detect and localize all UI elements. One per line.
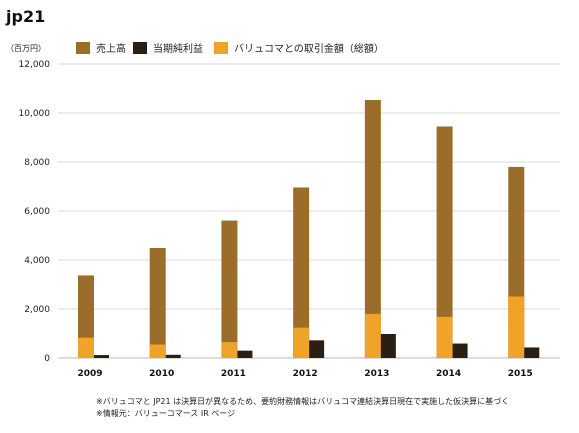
bar-sales-2011: [221, 220, 238, 358]
y-tick-label: 0: [44, 354, 50, 364]
y-axis: 0 2,000 4,000 6,000 8,000 10,000 12,000: [19, 60, 51, 364]
bar-sales-2009: [78, 275, 94, 358]
legend-swatch-transactions: [214, 42, 228, 54]
bar-net-income-2012: [309, 340, 325, 358]
footnote-2: ※情報元：バリューコマース IR ページ: [96, 408, 235, 418]
y-tick-label: 6,000: [24, 207, 50, 217]
legend-swatch-net-income: [133, 42, 147, 54]
footnote-1: ※バリュコマと JP21 は決算日が異なるため、要約財務情報はバリュコマ連結決算…: [96, 396, 509, 406]
bar-net-income-2011: [237, 350, 253, 358]
bar-transactions-2014: [436, 316, 453, 358]
bar-net-income-2015: [524, 347, 540, 358]
bar-transactions-2011: [221, 342, 238, 358]
x-tick-label: 2013: [364, 369, 389, 379]
bar-sales-2013: [364, 100, 381, 358]
x-axis: 2009 2010 2011 2012 2013 2014 2015: [77, 369, 532, 379]
bar-sales-2014: [436, 126, 453, 358]
bar-sales-2012: [293, 187, 310, 358]
bar-transactions-2015: [508, 296, 525, 358]
legend-label-transactions: バリュコマとの取引金額（総額）: [234, 42, 384, 55]
bars: [78, 100, 540, 358]
legend-label-net-income: 当期純利益: [153, 42, 203, 55]
x-tick-label: 2012: [293, 369, 318, 379]
bar-net-income-2014: [452, 343, 468, 358]
legend-label-sales: 売上高: [96, 42, 126, 55]
y-tick-label: 8,000: [24, 158, 50, 168]
bar-net-income-2009: [94, 355, 109, 358]
unit-label: （百万円）: [6, 44, 46, 53]
bar-transactions-2010: [149, 344, 166, 358]
y-tick-label: 4,000: [24, 256, 50, 266]
y-tick-label: 2,000: [24, 305, 50, 315]
x-tick-label: 2010: [149, 369, 174, 379]
bar-net-income-2010: [165, 354, 181, 358]
legend: 売上高 当期純利益 バリュコマとの取引金額（総額）: [76, 42, 384, 55]
bar-transactions-2009: [78, 337, 94, 358]
x-tick-label: 2009: [77, 369, 102, 379]
bar-transactions-2012: [293, 327, 310, 358]
x-tick-label: 2014: [436, 369, 461, 379]
bar-sales-2010: [149, 247, 166, 358]
bar-net-income-2013: [380, 333, 396, 358]
x-tick-label: 2015: [508, 369, 533, 379]
bar-transactions-2013: [364, 313, 381, 358]
chart-title: jp21: [5, 7, 45, 26]
y-tick-label: 12,000: [19, 60, 51, 70]
x-tick-label: 2011: [221, 369, 246, 379]
y-tick-label: 10,000: [19, 109, 51, 119]
legend-swatch-sales: [76, 42, 90, 54]
